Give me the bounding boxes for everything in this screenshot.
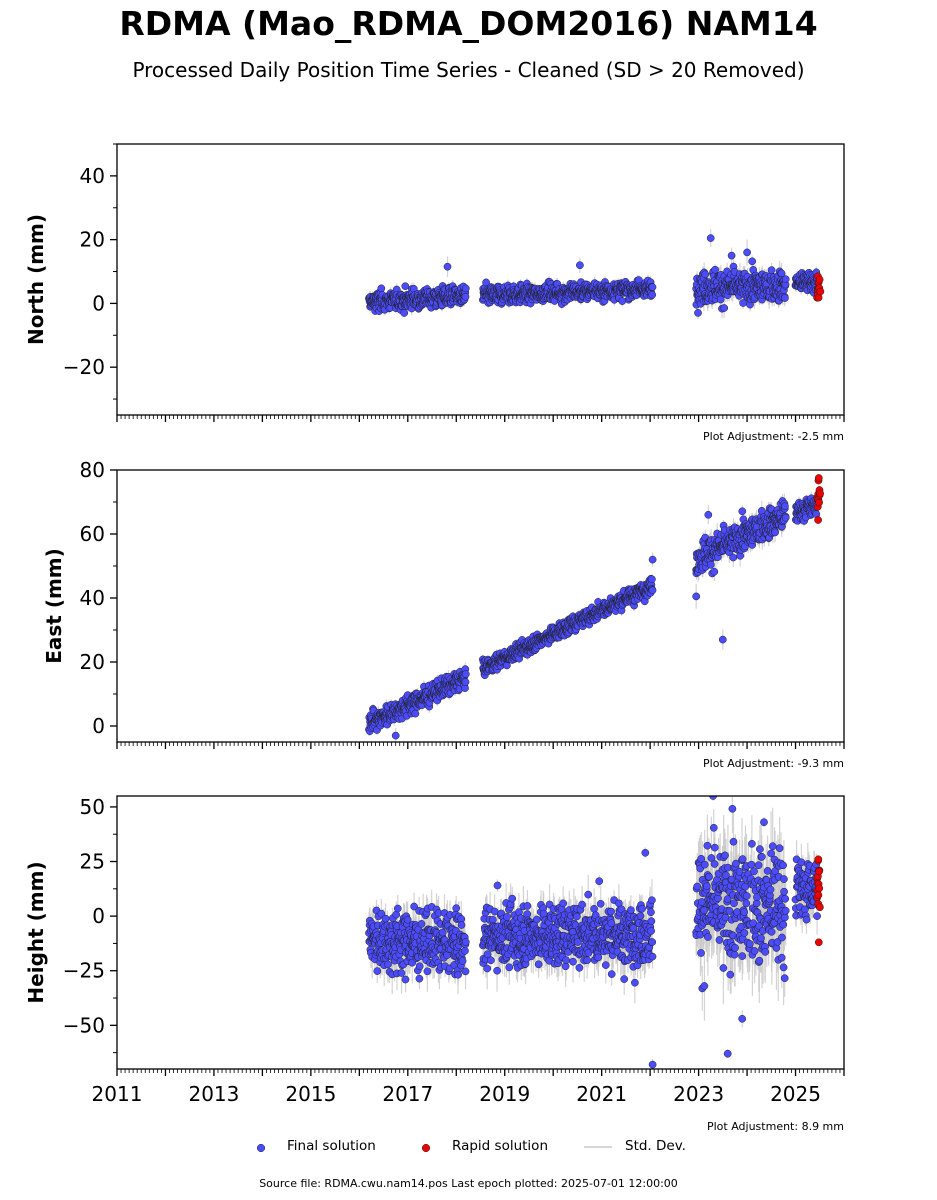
final-point (701, 270, 710, 279)
final-point (411, 709, 420, 718)
final-point (706, 234, 715, 242)
final-point (461, 292, 470, 301)
final-point (748, 257, 757, 266)
final-point (743, 248, 751, 257)
final-point (576, 261, 584, 270)
final-point (720, 304, 729, 312)
final-point (727, 251, 736, 260)
final-point (711, 265, 719, 274)
final-point (781, 275, 790, 284)
final-point (648, 283, 657, 291)
y-axis-label: North (mm) (24, 214, 48, 345)
final-point (400, 309, 409, 317)
final-point (767, 266, 776, 274)
final-point (781, 294, 789, 302)
y-tick-label: 20 (80, 228, 105, 252)
panel-north: 40 20 0 −20 North (mm) Plot Adjustment: -2.5 … (24, 143, 845, 443)
final-point (618, 297, 627, 305)
plot-area (365, 474, 824, 742)
final-point (377, 284, 386, 293)
rapid-point (816, 287, 825, 296)
final-point (648, 290, 657, 299)
final-point (443, 262, 452, 271)
final-point (461, 284, 470, 293)
rapid-point (815, 275, 824, 284)
final-point (461, 670, 470, 678)
page-subtitle: Processed Daily Position Time Series - C… (132, 58, 805, 82)
y-tick-label: 0 (92, 291, 105, 315)
final-point (401, 282, 410, 291)
final-point (461, 678, 470, 686)
plot-adjustment-note: Plot Adjustment: -2.5 mm (703, 430, 844, 443)
plot-area (365, 229, 825, 320)
y-tick-label: 40 (80, 164, 105, 188)
final-point (694, 309, 702, 317)
y-tick-label: −20 (63, 355, 105, 379)
page-title: RDMA (Mao_RDMA_DOM2016) NAM14 (119, 4, 818, 43)
